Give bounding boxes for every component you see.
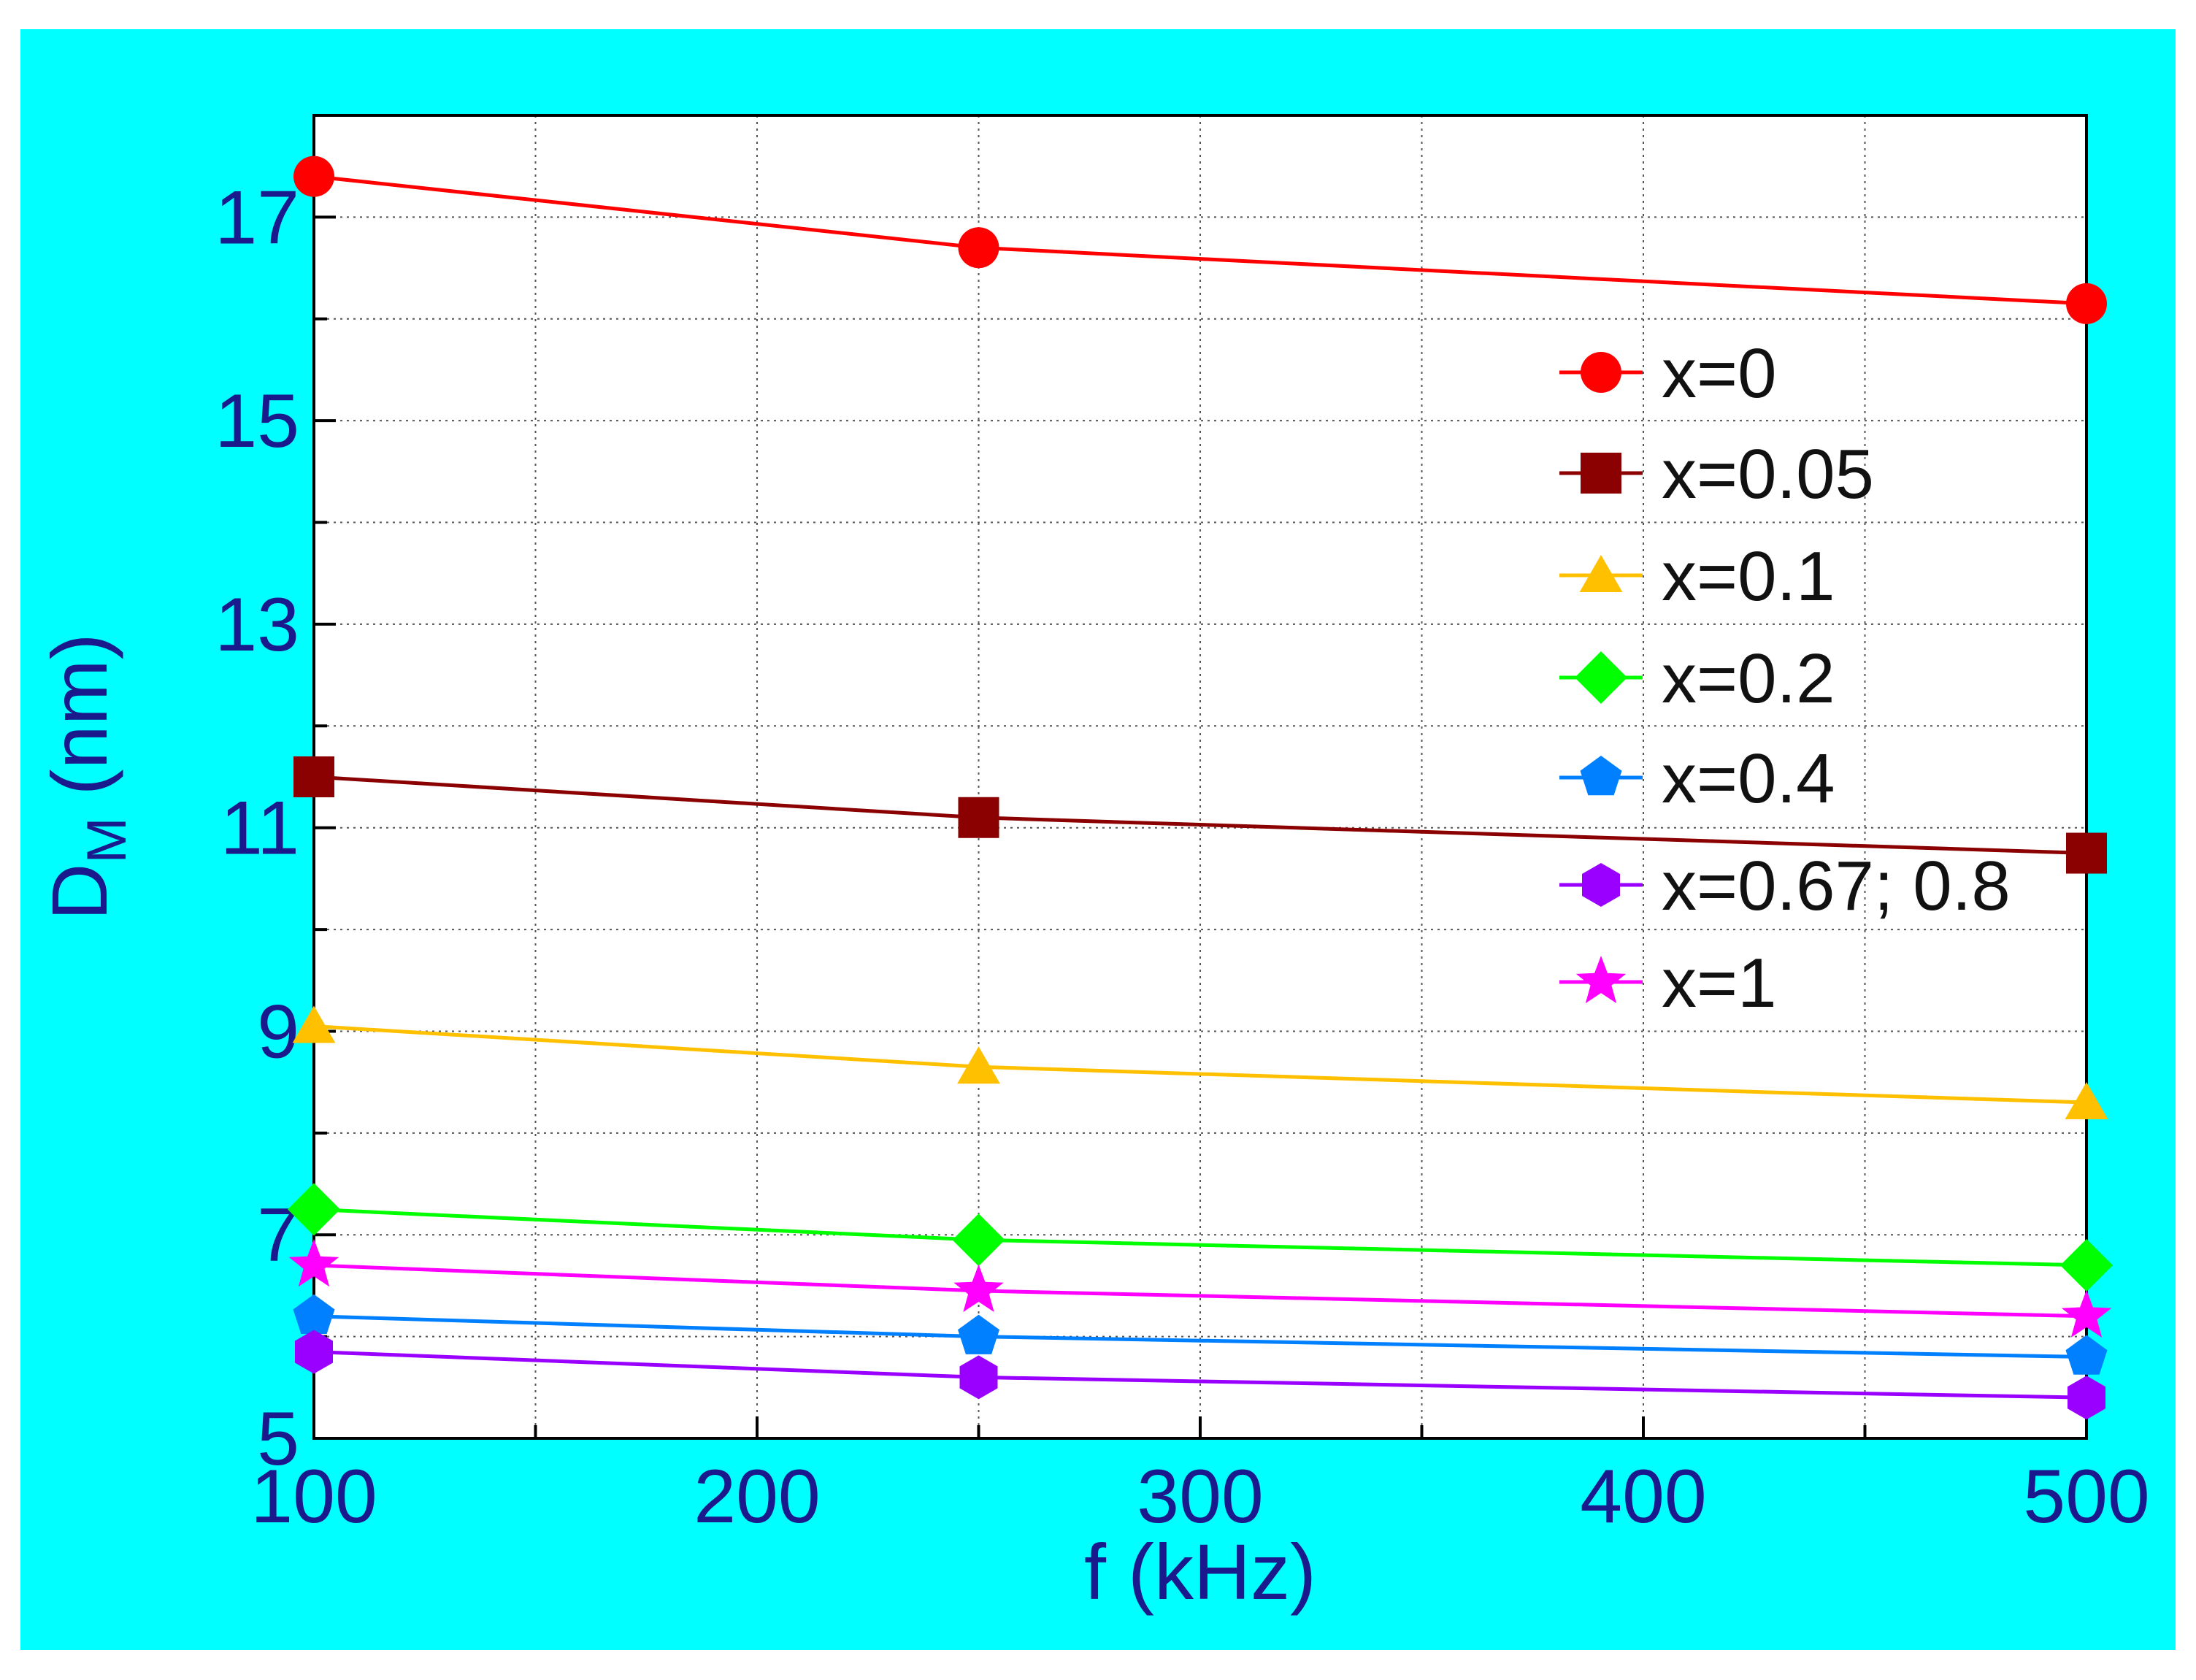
x-axis-title: f (kHz) (1084, 1527, 1316, 1616)
legend-label-5: x=0.67; 0.8 (1662, 847, 2011, 925)
data-point-series-2 (292, 1005, 336, 1043)
legend-marker-2 (1579, 555, 1623, 592)
legend-label-0: x=0 (1662, 334, 1776, 413)
x-tick-label: 500 (2023, 1454, 2150, 1539)
plot-area (314, 115, 2086, 1438)
chart-frame: 100 200 300 400 500 5 7 9 11 13 15 17 x=0 x=0.05 x=0.… (20, 29, 2176, 1650)
y-tick-label: 11 (220, 786, 299, 871)
legend-marker-0 (1581, 352, 1621, 393)
y-axis-title-main: D (35, 864, 123, 921)
y-tick-label: 5 (257, 1397, 299, 1481)
y-axis-title-subscript: M (76, 817, 138, 863)
legend: x=0 x=0.05 x=0.1 x=0.2 x=0.4 x=0.67; 0.8 x=1 (1559, 334, 2011, 1022)
legend-label-3: x=0.2 (1662, 640, 1835, 718)
y-tick-label: 9 (257, 989, 299, 1074)
data-point-series-1 (293, 756, 334, 797)
legend-marker-4 (1580, 756, 1622, 796)
data-point-series-4 (958, 1314, 999, 1354)
x-tick-label: 200 (694, 1454, 821, 1539)
data-point-series-3 (952, 1213, 1005, 1267)
legend-label-2: x=0.1 (1662, 537, 1835, 615)
x-tick-label: 300 (1137, 1454, 1264, 1539)
data-point-series-4 (293, 1294, 335, 1334)
data-point-series-3 (2060, 1239, 2113, 1292)
y-axis-title-unit: (nm) (35, 633, 123, 817)
legend-marker-1 (1581, 453, 1621, 494)
legend-label-1: x=0.05 (1662, 435, 1874, 513)
x-tick-label: 100 (250, 1454, 377, 1539)
data-point-series-2 (2065, 1082, 2108, 1119)
legend-label-4: x=0.4 (1662, 740, 1835, 818)
data-point-series-1 (2066, 832, 2107, 874)
data-point-series-5 (295, 1330, 333, 1374)
data-point-series-0 (958, 227, 999, 269)
data-point-series-5 (2068, 1376, 2105, 1420)
legend-marker-6 (1575, 956, 1627, 1004)
data-point-series-1 (958, 797, 999, 838)
data-point-series-2 (957, 1046, 1000, 1084)
data-point-series-6 (953, 1264, 1004, 1312)
data-point-series-3 (288, 1183, 340, 1236)
data-point-series-0 (293, 156, 334, 197)
series-markers (288, 156, 2113, 1420)
x-tick-label: 400 (1580, 1454, 1707, 1539)
data-point-series-4 (2065, 1335, 2108, 1375)
data-point-series-6 (2061, 1289, 2112, 1338)
y-tick-label: 15 (215, 379, 299, 464)
legend-marker-3 (1575, 651, 1627, 704)
data-point-series-5 (959, 1355, 998, 1400)
y-tick-label: 17 (215, 175, 299, 260)
legend-label-6: x=1 (1662, 944, 1776, 1022)
y-tick-label: 13 (215, 583, 299, 667)
legend-marker-5 (1582, 863, 1620, 907)
data-point-series-6 (288, 1239, 339, 1287)
y-axis-title: DM (nm) (35, 633, 138, 920)
data-point-series-0 (2066, 283, 2107, 324)
